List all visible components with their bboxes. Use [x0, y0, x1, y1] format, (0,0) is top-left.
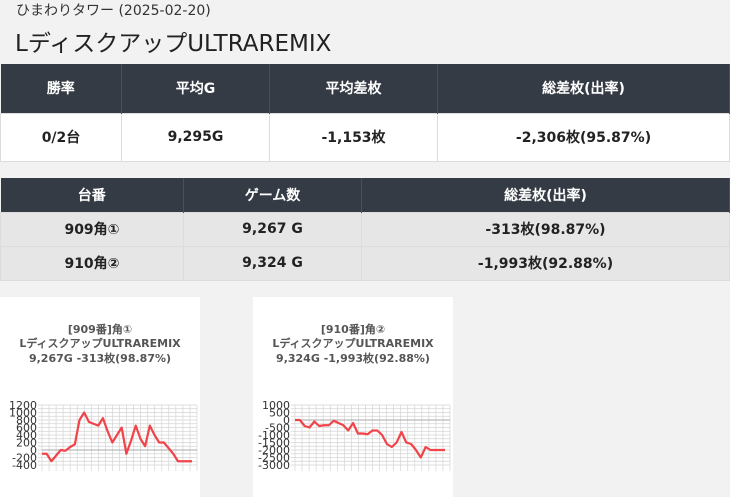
chart-title-line-2: LディスクアップULTRAREMIX: [19, 337, 181, 350]
y-tick-label: 0: [30, 444, 37, 457]
column-header-total-diff: 総差枚(出率): [437, 64, 730, 113]
series-line: [42, 411, 192, 463]
column-header-win-rate: 勝率: [0, 64, 122, 113]
y-tick-label: 500: [269, 407, 290, 420]
column-header-machine-total-diff: 総差枚(出率): [361, 178, 730, 212]
machine-total-diff: -1,993枚(92.88%): [361, 245, 730, 281]
y-tick-label: -500: [265, 422, 290, 435]
column-header-game-count: ゲーム数: [183, 178, 362, 212]
y-tick-label: -200: [12, 452, 37, 465]
table-row[interactable]: 909角① 9,267 G -313枚(98.87%): [0, 211, 730, 247]
machines-header-row: 台番 ゲーム数 総差枚(出率): [0, 178, 730, 212]
y-tick-label: 200: [16, 437, 37, 450]
machine-total-diff: -313枚(98.87%): [361, 211, 730, 247]
table-row[interactable]: 910角② 9,324 G -1,993枚(92.88%): [0, 245, 730, 281]
y-tick-label: 600: [16, 422, 37, 435]
summary-value-row: 0/2台 9,295G -1,153枚 -2,306枚(95.87%): [0, 112, 730, 162]
y-tick-label: 0: [283, 414, 290, 427]
summary-avg-games: 9,295G: [121, 112, 270, 162]
chart-panel-909: [909番]角① LディスクアップULTRAREMIX 9,267G -313枚…: [0, 297, 200, 497]
column-header-avg-diff: 平均差枚: [269, 64, 438, 113]
machines-table: 台番 ゲーム数 総差枚(出率) 909角① 9,267 G -313枚(98.8…: [0, 178, 730, 281]
summary-avg-diff: -1,153枚: [269, 112, 438, 162]
machine-game-count: 9,324 G: [183, 245, 362, 281]
chart-title-line-3: 9,267G -313枚(98.87%): [28, 352, 172, 365]
summary-header-row: 勝率 平均G 平均差枚 総差枚(出率): [0, 64, 730, 113]
column-header-avg-games: 平均G: [121, 64, 270, 113]
chart-title-line-1: [909番]角①: [67, 323, 133, 336]
y-tick-label: 1000: [262, 399, 290, 412]
y-tick-label: -3000: [258, 459, 290, 472]
y-tick-label: -2500: [258, 452, 290, 465]
chart-title-line-1: [910番]角②: [320, 323, 386, 336]
y-tick-label: 400: [16, 429, 37, 442]
y-tick-label: -1000: [258, 429, 290, 442]
store-date-subtitle: ひまわりタワー (2025-02-20): [16, 3, 211, 19]
chart-title-line-3: 9,324G -1,993枚(92.88%): [276, 352, 430, 365]
machine-number: 909角①: [0, 211, 184, 247]
machine-game-count: 9,267 G: [183, 211, 362, 247]
column-header-machine-number: 台番: [0, 178, 184, 212]
chart-title-line-2: LディスクアップULTRAREMIX: [272, 337, 434, 350]
machine-number: 910角②: [0, 245, 184, 281]
y-tick-label: 1000: [9, 407, 37, 420]
chart-panel-910: [910番]角② LディスクアップULTRAREMIX 9,324G -1,99…: [253, 297, 453, 497]
series-line: [295, 418, 445, 459]
y-tick-label: -2000: [258, 444, 290, 457]
summary-win-rate: 0/2台: [0, 112, 122, 162]
y-tick-label: 800: [16, 414, 37, 427]
y-tick-label: -400: [12, 459, 37, 472]
page-title: LディスクアップULTRAREMIX: [15, 31, 332, 57]
y-tick-label: -1500: [258, 437, 290, 450]
summary-total-diff: -2,306枚(95.87%): [437, 112, 730, 162]
summary-table: 勝率 平均G 平均差枚 総差枚(出率) 0/2台 9,295G -1,153枚 …: [0, 64, 730, 162]
y-tick-label: 1200: [9, 399, 37, 412]
